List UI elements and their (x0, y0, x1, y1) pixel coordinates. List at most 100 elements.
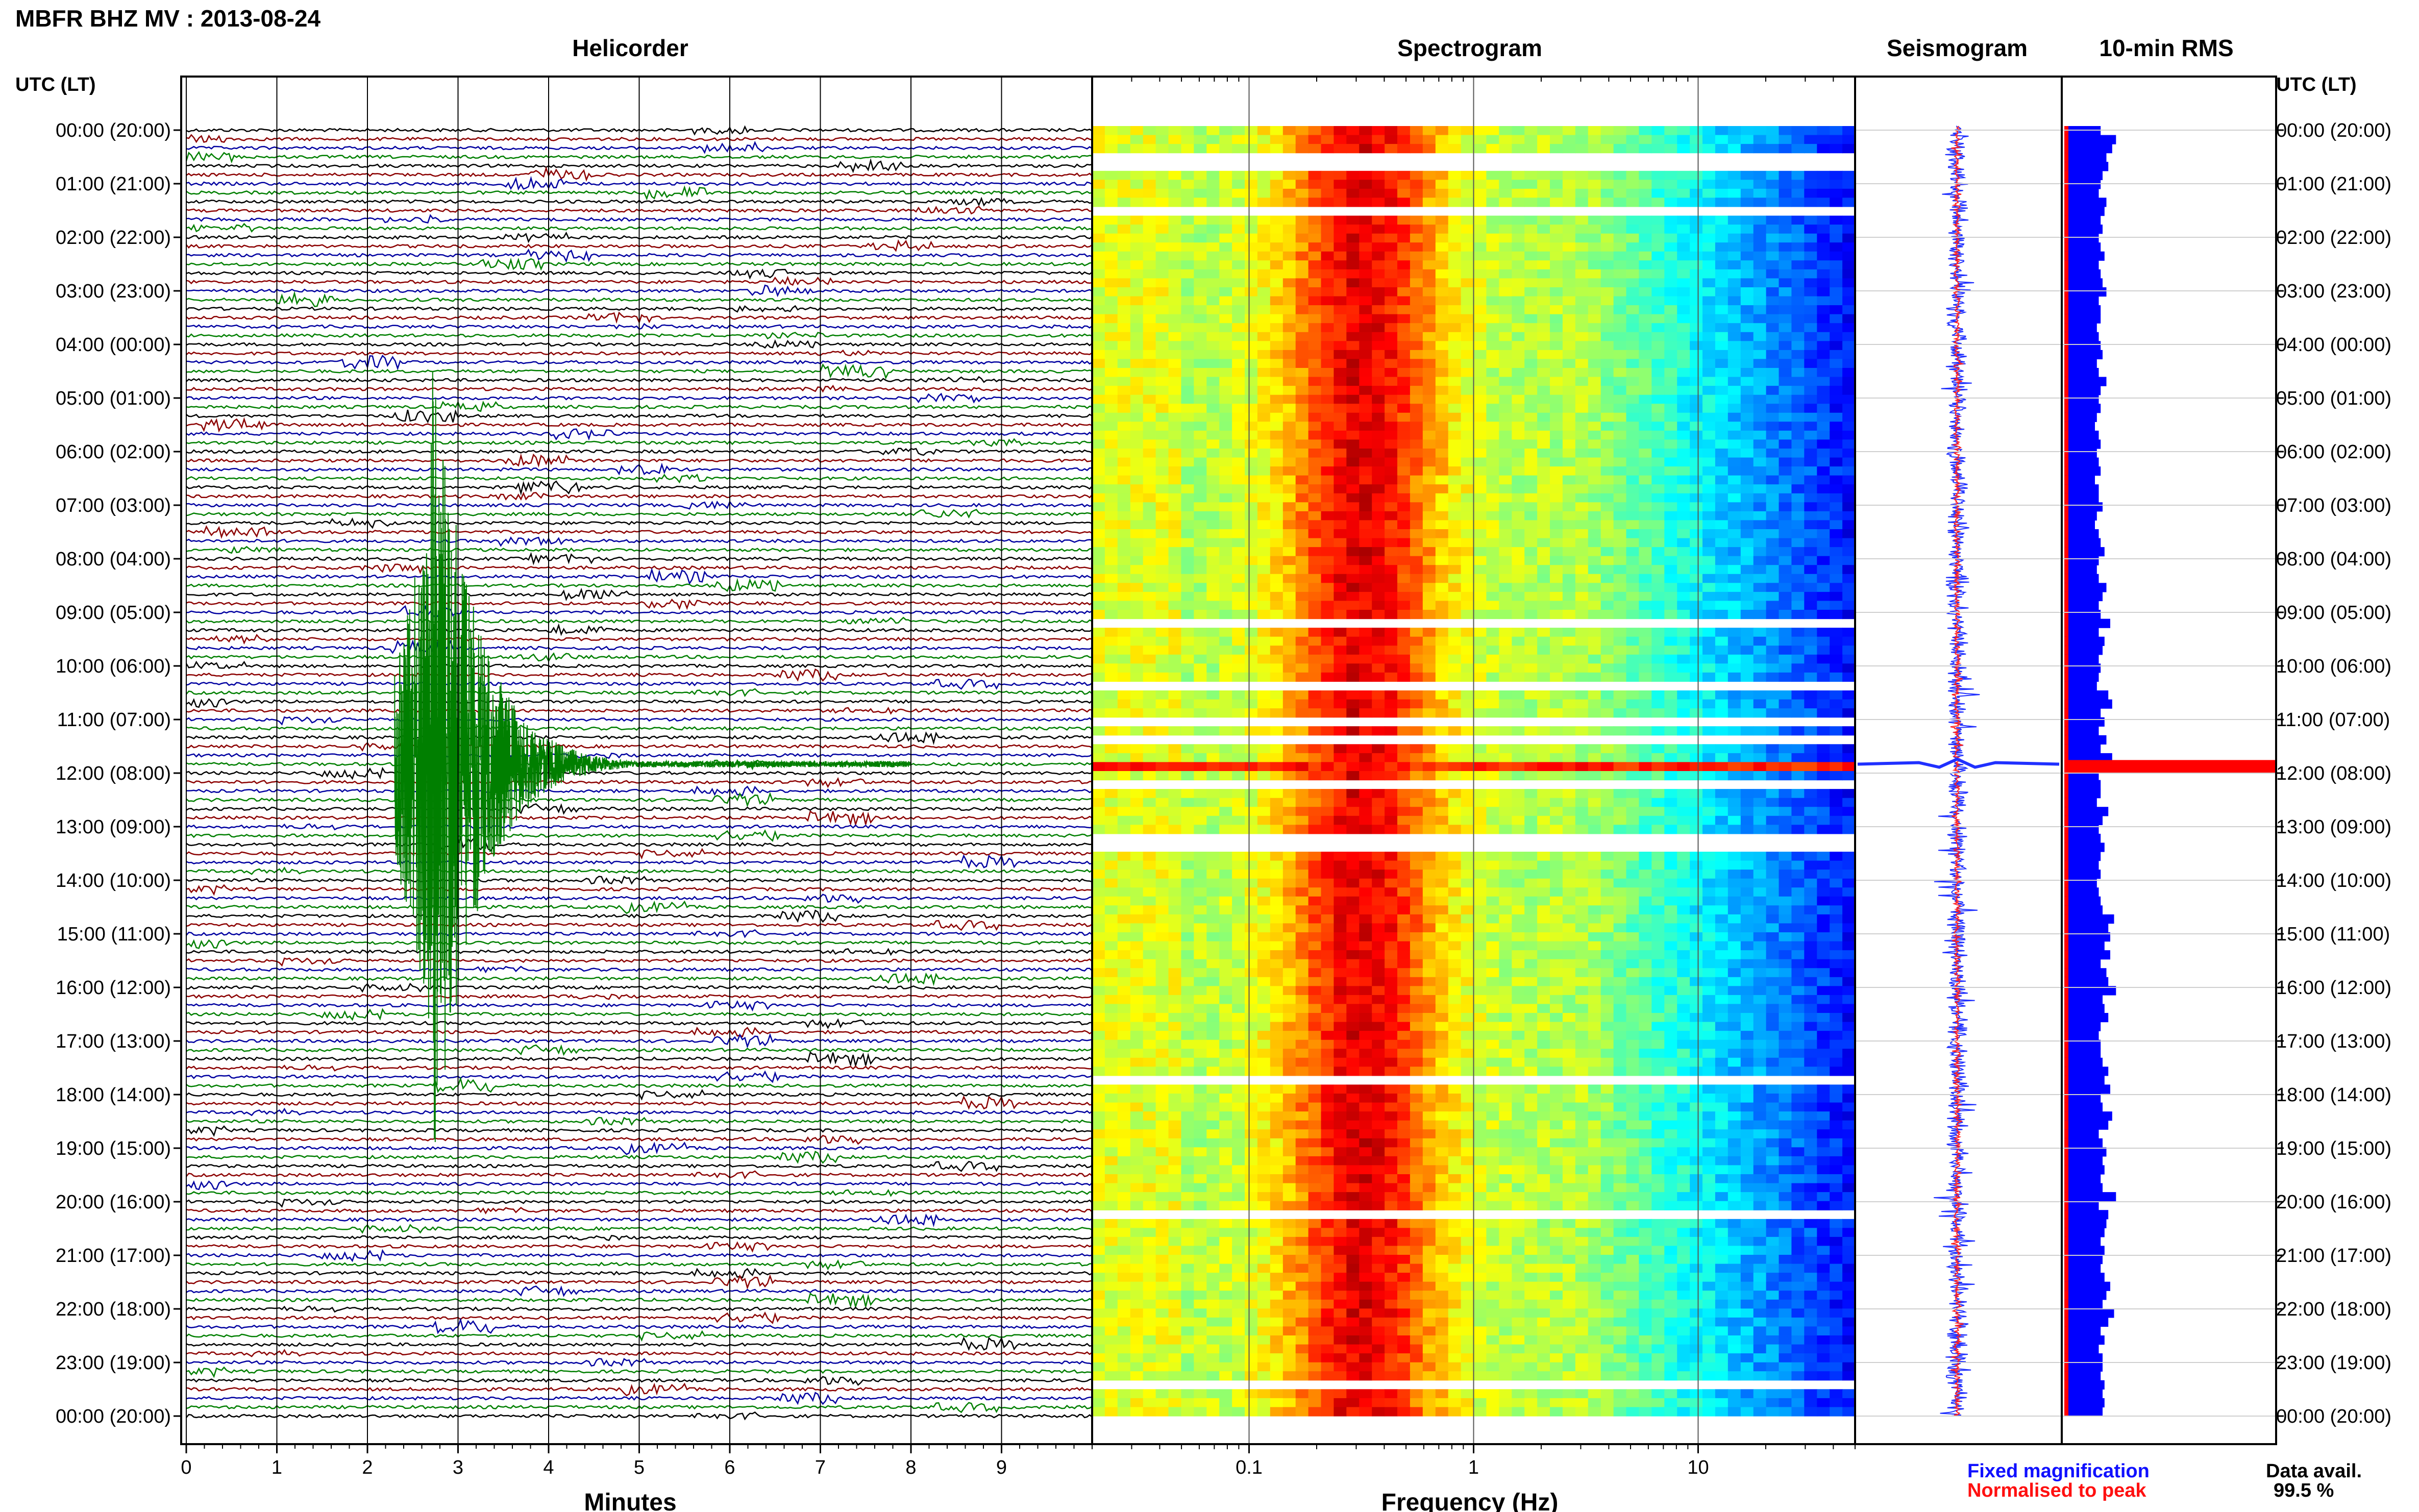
spectrogram-cell (1410, 591, 1423, 602)
spectrogram-cell (1664, 815, 1677, 825)
spectrogram-cell (1740, 932, 1754, 942)
spectrogram-cell (1651, 225, 1665, 234)
spectrogram-cell (1282, 860, 1296, 870)
rms-title: 10-min RMS (2099, 35, 2233, 61)
spectrogram-cell (1575, 305, 1589, 315)
spectrogram-cell (1397, 502, 1411, 512)
spectrogram-cell (1117, 422, 1131, 431)
spectrogram-cell (1830, 646, 1843, 655)
spectrogram-cell (1321, 368, 1335, 378)
spectrogram-cell (1702, 368, 1716, 378)
spectrogram-cell (1181, 815, 1195, 825)
spectrogram-cell (1600, 502, 1614, 512)
spectrogram-cell (1410, 825, 1423, 834)
spectrogram-cell (1321, 305, 1335, 315)
spectrogram-cell (1422, 789, 1436, 799)
spectrogram-cell (1486, 404, 1500, 413)
spectrogram-cell (1155, 825, 1169, 834)
spectrogram-cell (1473, 135, 1487, 144)
spectrogram-cell (1385, 591, 1398, 602)
spectrogram-cell (1830, 323, 1843, 333)
spectrogram-cell (1690, 762, 1703, 772)
spectrogram-cell (1727, 663, 1741, 673)
spectrogram-cell (1791, 170, 1805, 180)
spectrogram-cell (1753, 394, 1767, 404)
spectrogram-cell (1639, 511, 1652, 521)
spectrogram-cell (1448, 323, 1462, 333)
spectrogram-cell (1740, 412, 1754, 422)
spectrogram-cell (1588, 278, 1601, 288)
spectrogram-cell (1664, 422, 1677, 431)
spectrogram-cell (1740, 896, 1754, 906)
spectrogram-cell (1575, 807, 1589, 816)
spectrogram-cell (1715, 807, 1729, 816)
spectrogram-cell (1130, 815, 1144, 825)
spectrogram-cell (1461, 914, 1474, 924)
spectrogram-cell (1753, 341, 1767, 351)
spectrogram-cell (1613, 672, 1627, 682)
spectrogram-cell (1143, 950, 1156, 960)
spectrogram-cell (1308, 502, 1322, 512)
spectrogram-cell (1524, 493, 1538, 503)
spectrogram-cell (1727, 628, 1741, 637)
spectrogram-cell (1194, 878, 1207, 888)
spectrogram-cell (1473, 663, 1487, 673)
spectrogram-cell (1104, 762, 1118, 772)
spectrogram-cell (1206, 870, 1220, 879)
spectrogram-cell (1334, 941, 1347, 951)
spectrogram-cell (1117, 404, 1131, 413)
spectrogram-cell (1651, 583, 1665, 592)
spectrogram-cell (1422, 941, 1436, 951)
spectrogram-cell (1842, 591, 1856, 602)
spectrogram-cell (1155, 287, 1169, 297)
spectrogram-cell (1219, 269, 1232, 279)
spectrogram-cell (1779, 341, 1792, 351)
spectrogram-cell (1613, 386, 1627, 395)
spectrogram-cell (1753, 628, 1767, 637)
spectrogram-cell (1702, 225, 1716, 234)
spectrogram-cell (1677, 251, 1690, 261)
spectrogram-cell (1550, 404, 1563, 413)
spectrogram-cell (1346, 941, 1360, 951)
spectrogram-cell (1600, 269, 1614, 279)
spectrogram-cell (1117, 950, 1131, 960)
spectrogram-cell (1461, 287, 1474, 297)
spectrogram-cell (1104, 287, 1118, 297)
spectrogram-cell (1677, 466, 1690, 476)
spectrogram-cell (1130, 663, 1144, 673)
spectrogram-cell (1397, 870, 1411, 879)
spectrogram-cell (1524, 636, 1538, 646)
spectrogram-cell (1295, 932, 1309, 942)
spectrogram-cell (1791, 233, 1805, 243)
spectrogram-cell (1206, 636, 1220, 646)
spectrogram-cell (1779, 923, 1792, 933)
spectrogram-cell (1092, 574, 1105, 583)
spectrogram-cell (1257, 225, 1271, 234)
spectrogram-cell (1334, 628, 1347, 637)
spectrogram-cell (1512, 529, 1525, 539)
spectrogram-cell (1346, 556, 1360, 565)
spectrogram-cell (1842, 905, 1856, 915)
spectrogram-cell (1295, 574, 1309, 583)
spectrogram-cell (1130, 475, 1144, 485)
spectrogram-cell (1702, 538, 1716, 548)
spectrogram-cell (1677, 825, 1690, 834)
spectrogram-cell (1804, 654, 1817, 664)
spectrogram-cell (1613, 422, 1627, 431)
spectrogram-cell (1104, 332, 1118, 341)
spectrogram-cell (1270, 753, 1283, 763)
spectrogram-cell (1397, 914, 1411, 924)
spectrogram-cell (1779, 215, 1792, 225)
spectrogram-cell (1715, 950, 1729, 960)
spectrogram-cell (1461, 905, 1474, 915)
spectrogram-cell (1524, 699, 1538, 709)
spectrogram-cell (1155, 628, 1169, 637)
spectrogram-cell (1346, 188, 1360, 199)
spectrogram-cell (1473, 511, 1487, 521)
spectrogram-cell (1232, 583, 1245, 592)
spectrogram-cell (1422, 529, 1436, 539)
spectrogram-cell (1321, 350, 1335, 360)
spectrogram-cell (1715, 359, 1729, 368)
spectrogram-cell (1562, 870, 1576, 879)
spectrogram-cell (1245, 332, 1258, 341)
